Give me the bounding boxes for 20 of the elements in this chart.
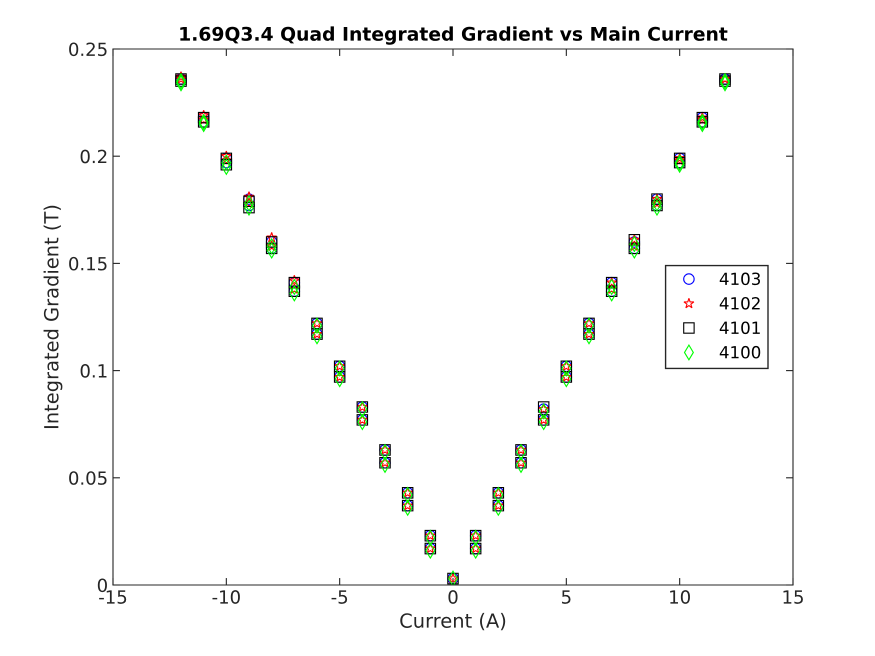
y-tick-label: 0.25 [69,42,107,56]
y-tick-label: 0 [98,578,107,592]
x-axis-title: Current (A) [400,612,506,630]
legend-label: 4100 [720,346,760,359]
x-tick-label: -15 [99,590,126,604]
y-tick-label: 0.05 [69,471,107,485]
y-tick-label: 0.1 [80,364,106,378]
x-tick-label: 15 [783,590,803,604]
x-tick-label: 5 [562,590,570,604]
legend-label: 4101 [720,321,760,334]
x-tick-label: -10 [212,590,240,604]
legend-label: 4102 [720,296,760,310]
x-tick-label: 10 [670,590,690,604]
x-tick-label: -5 [332,590,348,604]
y-tick-label: 0.2 [80,150,106,164]
chart-title: 1.69Q3.4 Quad Integrated Gradient vs Main Current [180,26,728,45]
y-tick-label: 0.15 [69,256,107,271]
y-axis-title: Integrated Gradient (T) [44,206,62,428]
legend-label: 4103 [720,272,760,286]
x-tick-label: 0 [448,590,458,604]
